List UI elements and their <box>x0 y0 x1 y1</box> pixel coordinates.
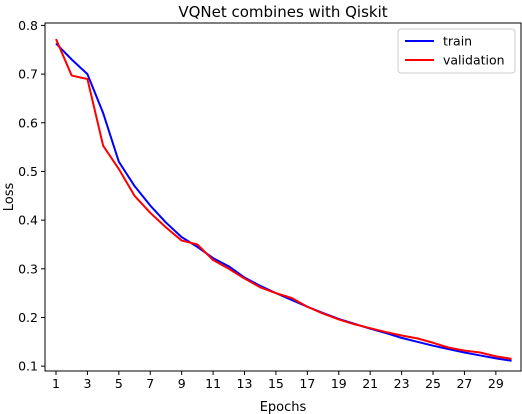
chart-title: VQNet combines with Qiskit <box>178 3 387 21</box>
y-tick-label: 0.4 <box>18 213 38 228</box>
y-tick-label: 0.5 <box>18 164 38 179</box>
y-axis-label: Loss <box>2 183 17 212</box>
x-tick-label: 19 <box>331 376 347 391</box>
y-axis: 0.1 0.2 0.3 0.4 0.5 0.6 0.7 0.8 <box>18 18 45 374</box>
x-tick-label: 15 <box>268 376 284 391</box>
x-axis-label: Epochs <box>260 400 307 414</box>
x-tick-label: 9 <box>178 376 186 391</box>
plot-frame <box>44 22 522 372</box>
series-line-validation <box>55 38 512 360</box>
x-tick-label: 13 <box>237 376 253 391</box>
x-tick-label: 1 <box>52 376 60 391</box>
legend-label-validation: validation <box>443 53 505 68</box>
x-tick-label: 25 <box>425 376 441 391</box>
x-tick-label: 11 <box>205 376 221 391</box>
legend-label-train: train <box>443 34 472 49</box>
x-tick-label: 3 <box>83 376 91 391</box>
y-tick-label: 0.2 <box>18 310 38 325</box>
x-tick-label: 7 <box>146 376 154 391</box>
y-tick-label: 0.7 <box>18 67 38 82</box>
y-tick-label: 0.1 <box>18 359 38 374</box>
y-tick-label: 0.6 <box>18 115 38 130</box>
x-tick-label: 23 <box>394 376 410 391</box>
y-tick-label: 0.8 <box>18 18 38 33</box>
legend: train validation <box>397 28 516 74</box>
y-tick-label: 0.3 <box>18 261 38 276</box>
x-tick-label: 21 <box>362 376 378 391</box>
series-line-train <box>55 42 512 362</box>
x-tick-label: 17 <box>299 376 315 391</box>
x-tick-label: 5 <box>115 376 123 391</box>
x-tick-label: 29 <box>488 376 504 391</box>
x-tick-label: 27 <box>456 376 472 391</box>
x-axis: 1 3 5 7 9 11 13 15 17 19 21 23 25 27 29 <box>52 371 504 391</box>
